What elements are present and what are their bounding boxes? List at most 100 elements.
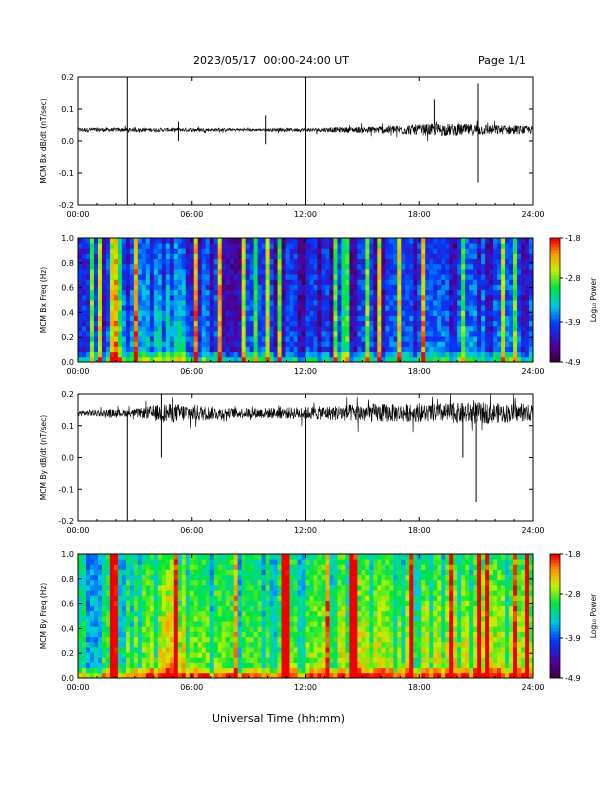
spectrogram-cell — [465, 351, 470, 358]
spectrogram-cell — [169, 595, 175, 601]
spectrogram-cell — [349, 626, 354, 632]
spectrogram-cell — [445, 351, 450, 358]
spectrogram-cell — [293, 325, 298, 332]
spectrogram-cell — [201, 564, 207, 570]
spectrogram-cell — [269, 621, 274, 627]
spectrogram-cell — [197, 574, 203, 581]
spectrogram-cell — [265, 325, 270, 332]
spectrogram-cell — [181, 320, 187, 327]
spectrogram-cell — [109, 248, 115, 254]
spectrogram-cell — [401, 336, 406, 342]
spectrogram-cell — [181, 346, 187, 353]
spectrogram-cell — [249, 248, 255, 254]
spectrogram-cell — [145, 243, 151, 249]
spectrogram-cell — [117, 279, 123, 285]
spectrogram-cell — [373, 610, 378, 617]
spectrogram-cell — [85, 300, 91, 306]
spectrogram-cell — [397, 621, 402, 627]
spectrogram-cell — [285, 341, 290, 347]
spectrogram-cell — [457, 238, 462, 244]
spectrogram-cell — [313, 284, 318, 291]
spectrogram-cell — [137, 289, 143, 296]
spectrogram-cell — [325, 336, 330, 342]
spectrogram-cell — [137, 269, 143, 275]
spectrogram-cell — [269, 605, 274, 612]
spectrogram-cell — [241, 621, 247, 627]
spectrogram-cell — [89, 346, 95, 353]
spectrogram-cell — [249, 331, 255, 337]
colorbar-label: Log₁₀ Power — [589, 277, 598, 322]
spectrogram-cell — [93, 641, 99, 648]
spectrogram-cell — [437, 294, 442, 301]
spectrogram-cell — [193, 258, 199, 265]
spectrogram-cell — [489, 341, 494, 347]
spectrogram-cell — [173, 331, 179, 337]
spectrogram-cell — [249, 294, 255, 301]
spectrogram-cell — [301, 279, 306, 285]
spectrogram-cell — [85, 631, 91, 638]
spectrogram-cell — [141, 631, 147, 638]
spectrogram-cell — [193, 590, 199, 596]
spectrogram-cell — [309, 605, 314, 612]
spectrogram-cell — [233, 610, 239, 617]
spectrogram-cell — [457, 294, 462, 301]
spectrogram-cell — [121, 621, 127, 627]
spectrogram-cell — [225, 300, 231, 306]
spectrogram-cell — [145, 248, 151, 254]
spectrogram-cell — [137, 626, 143, 632]
spectrogram-cell — [245, 647, 251, 653]
spectrogram-cell — [97, 667, 103, 674]
spectrogram-cell — [521, 243, 526, 249]
spectrogram-cell — [405, 559, 410, 565]
spectrogram-cell — [393, 600, 398, 607]
spectrogram-cell — [373, 305, 378, 311]
spectrogram-cell — [317, 554, 322, 560]
spectrogram-cell — [161, 636, 167, 643]
spectrogram-cell — [269, 305, 274, 311]
spectrogram-cell — [221, 269, 227, 275]
spectrogram-cell — [329, 284, 334, 291]
spectrogram-cell — [125, 289, 131, 296]
spectrogram-cell — [421, 331, 426, 337]
spectrogram-cell — [373, 341, 378, 347]
spectrogram-cell — [149, 243, 155, 249]
spectrogram-cell — [341, 579, 346, 586]
spectrogram-cell — [141, 284, 147, 291]
spectrogram-cell — [145, 641, 151, 648]
spectrogram-cell — [141, 585, 147, 591]
spectrogram-cell — [113, 574, 119, 581]
spectrogram-cell — [377, 590, 382, 596]
spectrogram-cell — [221, 305, 227, 311]
spectrogram-cell — [477, 294, 482, 301]
spectrogram-cell — [249, 631, 255, 638]
spectrogram-cell — [205, 248, 211, 254]
spectrogram-cell — [169, 559, 175, 565]
spectrogram-cell — [261, 621, 266, 627]
spectrogram-cell — [201, 300, 207, 306]
spectrogram-cell — [173, 238, 179, 244]
spectrogram-cell — [501, 279, 506, 285]
spectrogram-cell — [249, 269, 255, 275]
spectrogram-cell — [373, 631, 378, 638]
spectrogram-cell — [313, 610, 318, 617]
spectrogram-cell — [137, 647, 143, 653]
spectrogram-cell — [237, 590, 243, 596]
spectrogram-cell — [121, 269, 127, 275]
spectrogram-cell — [229, 631, 235, 638]
spectrogram-cell — [337, 289, 342, 296]
spectrogram-cell — [493, 320, 498, 327]
spectrogram-cell — [169, 341, 175, 347]
spectrogram-cell — [249, 605, 255, 612]
spectrogram-cell — [417, 253, 422, 260]
spectrogram-cell — [133, 559, 139, 565]
spectrogram-cell — [129, 284, 135, 291]
spectrogram-cell — [501, 331, 506, 337]
spectrogram-cell — [309, 579, 314, 586]
spectrogram-cell — [161, 253, 167, 260]
spectrogram-cell — [265, 351, 270, 358]
spectrogram-cell — [353, 657, 358, 663]
spectrogram-cell — [125, 554, 131, 560]
spectrogram-cell — [385, 554, 390, 560]
spectrogram-cell — [141, 289, 147, 296]
spectrogram-cell — [117, 605, 123, 612]
